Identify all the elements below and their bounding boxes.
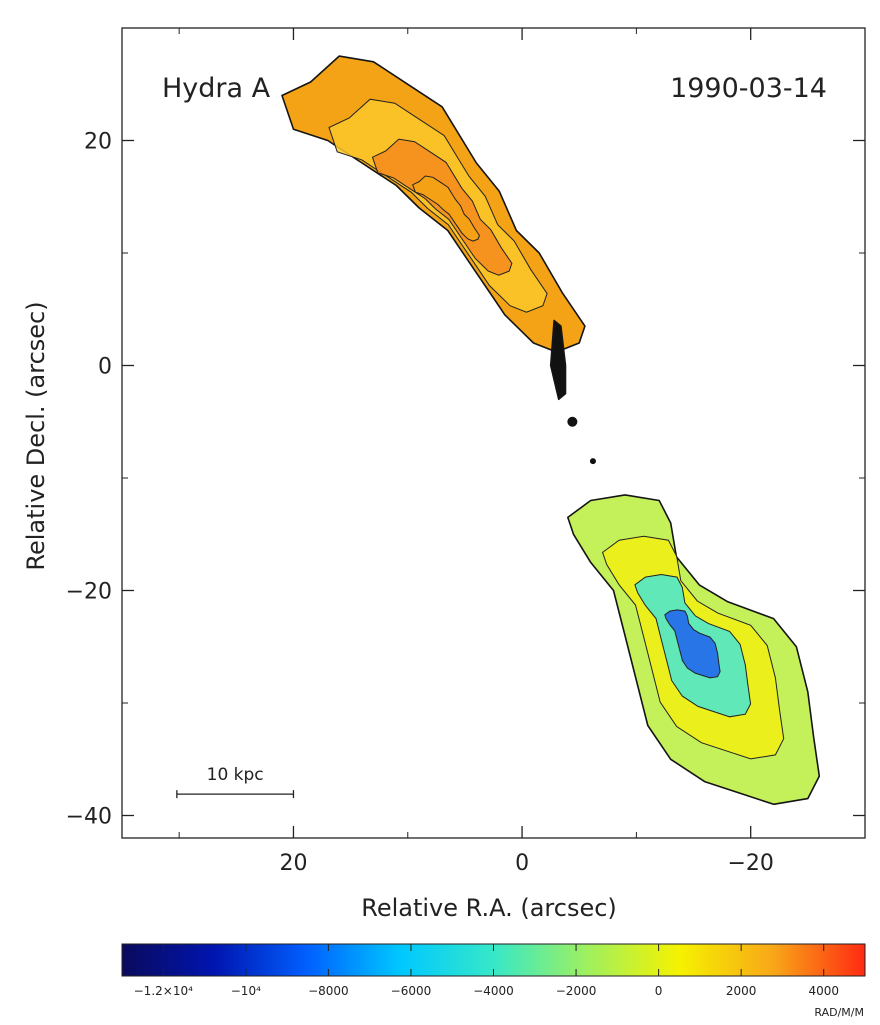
- x-axis-title: Relative R.A. (arcsec): [361, 894, 617, 922]
- colorbar-tick-label: 4000: [808, 984, 839, 998]
- y-tick-label: 20: [84, 130, 112, 155]
- colorbar-tick-label: −2000: [556, 984, 597, 998]
- colorbar-tick-label: −10⁴: [231, 984, 261, 998]
- source-label: Hydra A: [162, 73, 271, 104]
- scale-bar: 10 kpc: [176, 765, 295, 799]
- core-blob: [567, 416, 578, 427]
- core-jet-region: [549, 319, 567, 401]
- colorbar-ticks: −1.2×10⁴ −10⁴ −8000 −6000 −4000 −2000 0 2000 400…: [134, 944, 839, 998]
- y-axis-title: Relative Decl. (arcsec): [22, 301, 50, 570]
- epoch-label: 1990-03-14: [670, 73, 827, 104]
- emission-regions: [281, 55, 821, 806]
- x-tick-label: 0: [515, 851, 529, 876]
- jet-knot: [589, 458, 596, 465]
- colorbar-tick-label: −8000: [308, 984, 349, 998]
- colorbar-tick-label: 0: [655, 984, 663, 998]
- y-tick-label: −20: [66, 580, 112, 605]
- colorbar: −1.2×10⁴ −10⁴ −8000 −6000 −4000 −2000 0 2000 400…: [121, 943, 866, 1019]
- colorbar-tick-label: −4000: [473, 984, 514, 998]
- plot-frame: [121, 27, 866, 839]
- y-tick-label: −40: [66, 805, 112, 830]
- x-tick-label: 20: [279, 851, 307, 876]
- colorbar-tick-label: −1.2×10⁴: [134, 984, 193, 998]
- x-axis: 20 0 −20: [178, 28, 866, 876]
- colorbar-tick-label: 2000: [726, 984, 757, 998]
- colorbar-tick-label: −6000: [391, 984, 432, 998]
- south-lobe-contour: [664, 609, 721, 679]
- y-axis: 20 0 −20 −40: [66, 27, 865, 830]
- colorbar-unit: RAD/M/M: [814, 1006, 864, 1019]
- north-lobe-contour: [412, 175, 480, 242]
- scale-bar-label: 10 kpc: [207, 765, 264, 785]
- x-tick-label: −20: [727, 851, 773, 876]
- y-tick-label: 0: [98, 355, 112, 380]
